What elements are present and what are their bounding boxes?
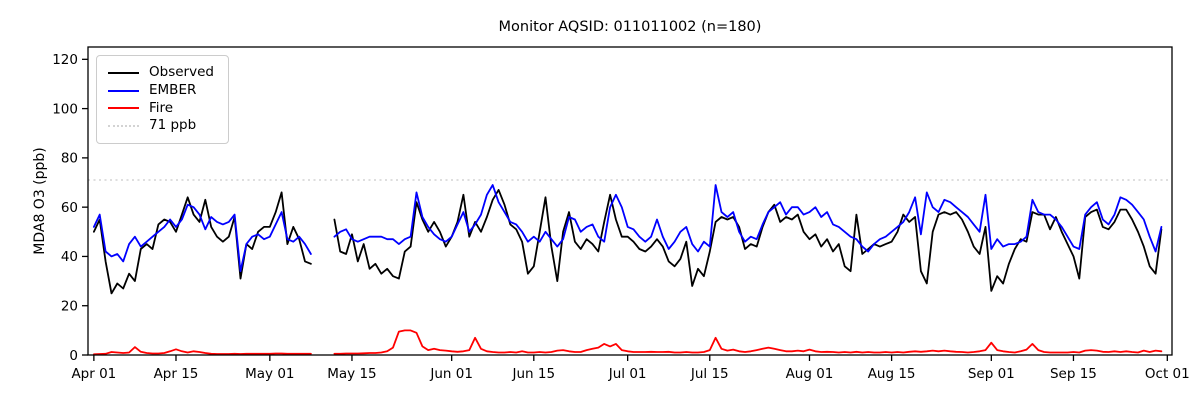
y-axis-label: MDA8 O3 (ppb) (32, 147, 48, 255)
fire-line (93, 329, 1163, 356)
legend-item-fire: Fire (108, 100, 214, 118)
y-tick-label: 20 (61, 299, 78, 315)
chart-title: Monitor AQSID: 011011002 (n=180) (499, 19, 762, 35)
ember-line (93, 184, 1163, 273)
legend-label-ember: EMBER (149, 81, 197, 98)
x-tick-label: May 15 (327, 366, 376, 382)
x-tick-label: Jul 15 (690, 366, 729, 382)
x-tick-label: Apr 01 (71, 366, 116, 382)
legend-label-71ppb: 71 ppb (149, 117, 197, 134)
legend-item-observed: Observed (108, 64, 214, 82)
legend-label-fire: Fire (149, 99, 174, 116)
y-tick-label: 80 (61, 151, 78, 167)
y-tick-label: 40 (61, 249, 78, 265)
x-tick-label: Sep 15 (1050, 366, 1097, 382)
x-tick-label: Aug 15 (868, 366, 916, 382)
legend-label-observed: Observed (149, 64, 214, 81)
y-tick-label: 60 (61, 200, 78, 216)
observed-line (93, 189, 1163, 295)
legend-item-71ppb: 71 ppb (108, 117, 214, 135)
threshold-line-swatch (108, 125, 139, 128)
axis-ticks: 0 20 40 60 80 100 120 Apr 01 Apr 15 May 01 May 15 J… (52, 52, 1189, 382)
x-tick-label: Oct 01 (1145, 366, 1190, 382)
y-tick-label: 120 (52, 52, 78, 68)
x-tick-label: Aug 01 (786, 366, 834, 382)
y-tick-label: 100 (52, 101, 78, 117)
x-tick-label: Jun 15 (512, 366, 556, 382)
legend-item-ember: EMBER (108, 82, 214, 100)
observed-line-swatch (108, 71, 139, 74)
y-tick-label: 0 (69, 348, 78, 364)
fire-line-swatch (108, 107, 139, 110)
x-tick-label: May 01 (245, 366, 294, 382)
data-series (93, 184, 1163, 356)
plot-area-border (87, 46, 1173, 356)
x-tick-label: Sep 01 (968, 366, 1015, 382)
ember-line-swatch (108, 89, 139, 92)
x-tick-label: Jun 01 (429, 366, 473, 382)
legend: Observed EMBER Fire 71 ppb (96, 55, 229, 144)
x-tick-label: Jul 01 (608, 366, 647, 382)
x-tick-label: Apr 15 (154, 366, 199, 382)
